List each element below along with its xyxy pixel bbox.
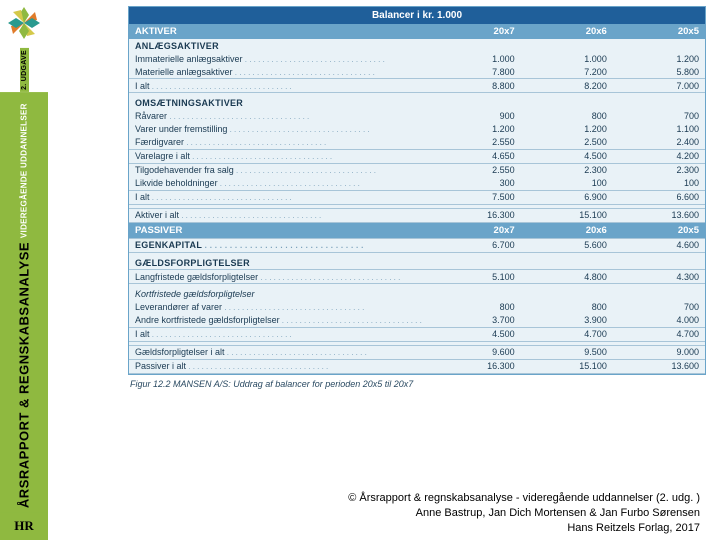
year-col: 20x6 (521, 222, 613, 238)
spine-title-sub: VIDEREGÅENDE UDDANNELSER (20, 103, 29, 238)
copyright-credits: © Årsrapport & regnskabsanalyse - videre… (128, 491, 706, 536)
year-col: 20x5 (613, 24, 705, 39)
table-row: Andre kortfristede gældsforpligtelser3.7… (129, 314, 705, 328)
table-row: Varer under fremstilling1.2001.2001.100 (129, 123, 705, 136)
aktiver-header: AKTIVER (129, 24, 429, 39)
year-col: 20x7 (429, 24, 521, 39)
spine-title: ÅRSRAPPORT & REGNSKABSANALYSE VIDEREGÅEN… (0, 92, 48, 512)
group-label: GÆLDSFORPLIGTELSER (129, 256, 429, 270)
year-col: 20x7 (429, 222, 521, 238)
table-row: Færdigvarer2.5502.5002.400 (129, 136, 705, 150)
main-content: Balancer i kr. 1.000 AKTIVER 20x7 20x6 2… (48, 0, 720, 540)
figure-caption: Figur 12.2 MANSEN A/S: Uddrag af balance… (128, 375, 706, 397)
table-row: Råvarer900800700 (129, 110, 705, 123)
group-label: OMSÆTNINGSAKTIVER (129, 97, 429, 110)
subtotal-row: I alt4.5004.7004.700 (129, 327, 705, 341)
year-col: 20x5 (613, 222, 705, 238)
table-row: Immaterielle anlægsaktiver1.0001.0001.20… (129, 52, 705, 65)
group-label: Kortfristede gældsforpligtelser (129, 288, 429, 301)
credit-line: Hans Reitzels Forlag, 2017 (128, 521, 700, 536)
table-row: Tilgodehavender fra salg2.5502.3002.300 (129, 163, 705, 177)
table-row: Materielle anlægsaktiver7.8007.2005.800 (129, 65, 705, 79)
table-row: Langfristede gældsforpligtelser5.1004.80… (129, 270, 705, 284)
table-row: Leverandører af varer800800700 (129, 301, 705, 314)
subtotal-row: Gældsforpligtelser i alt9.6009.5009.000 (129, 345, 705, 359)
subtotal-row: I alt8.8008.2007.000 (129, 79, 705, 93)
spine-title-main: ÅRSRAPPORT & REGNSKABSANALYSE (17, 242, 32, 508)
publisher-logo (3, 2, 45, 44)
balance-table: Balancer i kr. 1.000 AKTIVER 20x7 20x6 2… (128, 6, 706, 375)
total-row: Aktiver i alt16.30015.10013.600 (129, 208, 705, 222)
table-row: Likvide beholdninger300100100 (129, 177, 705, 191)
book-spine-sidebar: 2. UDGAVE ÅRSRAPPORT & REGNSKABSANALYSE … (0, 0, 48, 540)
edition-badge: 2. UDGAVE (20, 48, 29, 92)
credit-line: © Årsrapport & regnskabsanalyse - videre… (128, 491, 700, 506)
subtotal-row: Varelagre i alt4.6504.5004.200 (129, 149, 705, 163)
year-col: 20x6 (521, 24, 613, 39)
passiver-header: PASSIVER (129, 222, 429, 238)
table-title: Balancer i kr. 1.000 (129, 7, 705, 24)
group-label: ANLÆGSAKTIVER (129, 39, 429, 52)
total-row: Passiver i alt16.30015.10013.600 (129, 359, 705, 373)
table-row: EGENKAPITAL6.7005.6004.600 (129, 238, 705, 252)
credit-line: Anne Bastrup, Jan Dich Mortensen & Jan F… (128, 506, 700, 521)
subtotal-row: I alt7.5006.9006.600 (129, 190, 705, 204)
publisher-mark: HR (0, 512, 48, 540)
